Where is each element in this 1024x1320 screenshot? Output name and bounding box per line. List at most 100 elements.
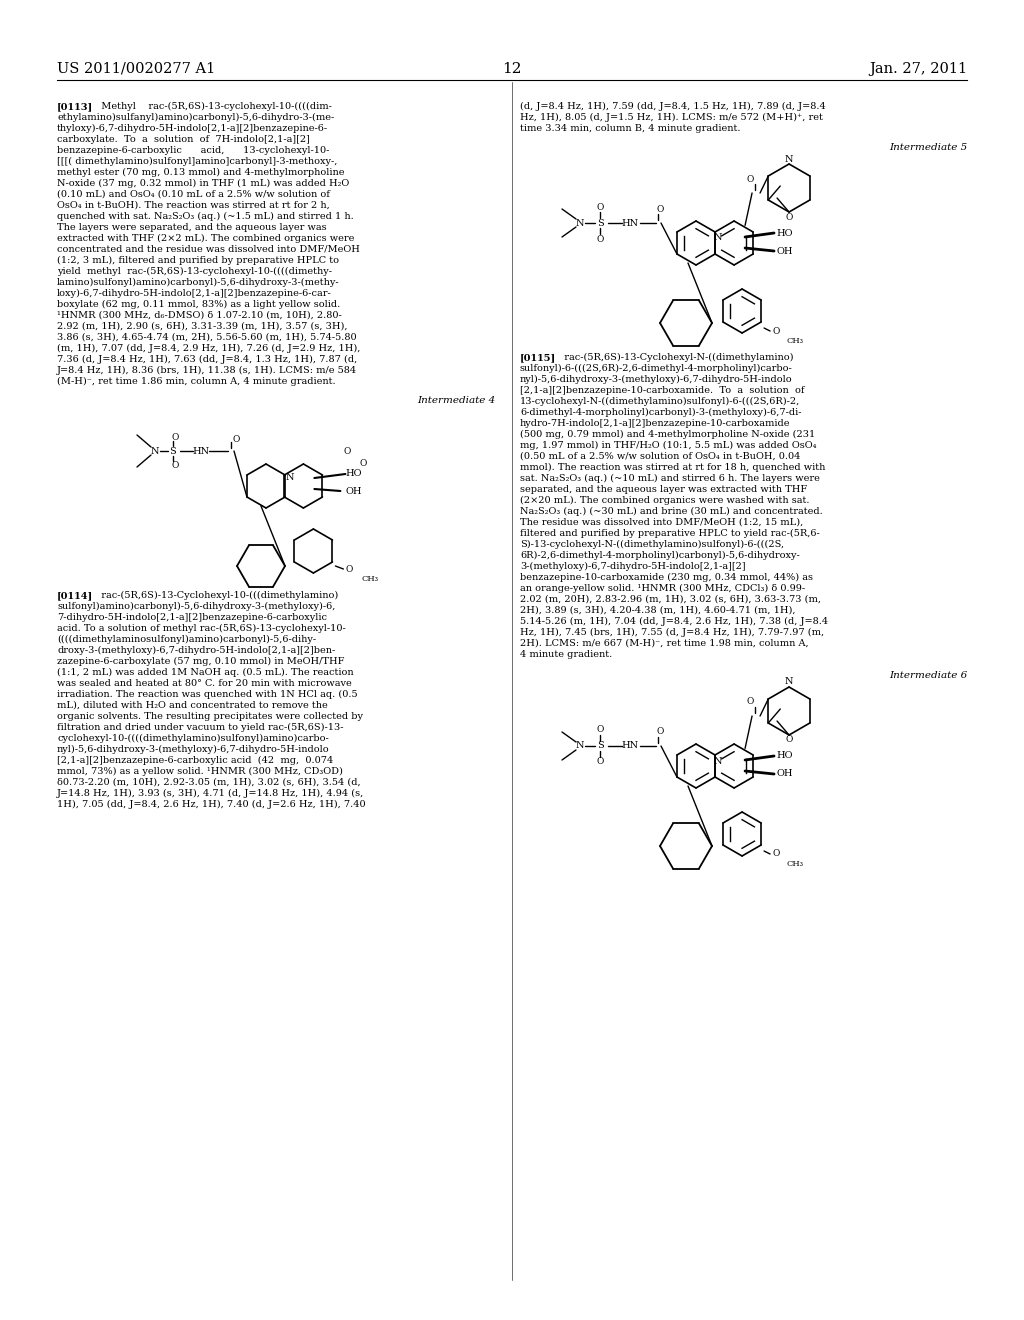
Text: N-oxide (37 mg, 0.32 mmol) in THF (1 mL) was added H₂O: N-oxide (37 mg, 0.32 mmol) in THF (1 mL)…	[57, 180, 349, 189]
Text: O: O	[344, 447, 351, 457]
Text: δ0.73-2.20 (m, 10H), 2.92-3.05 (m, 1H), 3.02 (s, 6H), 3.54 (d,: δ0.73-2.20 (m, 10H), 2.92-3.05 (m, 1H), …	[57, 777, 360, 787]
Text: OsO₄ in t-BuOH). The reaction was stirred at rt for 2 h,: OsO₄ in t-BuOH). The reaction was stirre…	[57, 201, 330, 210]
Text: carboxylate.  To  a  solution  of  7H-indolo[2,1-a][2]: carboxylate. To a solution of 7H-indolo[…	[57, 135, 310, 144]
Text: Intermediate 4: Intermediate 4	[417, 396, 495, 405]
Text: HO: HO	[776, 228, 793, 238]
Text: HO: HO	[776, 751, 793, 760]
Text: O: O	[785, 735, 793, 744]
Text: concentrated and the residue was dissolved into DMF/MeOH: concentrated and the residue was dissolv…	[57, 246, 359, 253]
Text: sat. Na₂S₂O₃ (aq.) (~10 mL) and stirred 6 h. The layers were: sat. Na₂S₂O₃ (aq.) (~10 mL) and stirred …	[520, 474, 820, 483]
Text: The layers were separated, and the aqueous layer was: The layers were separated, and the aqueo…	[57, 223, 327, 232]
Text: O: O	[346, 565, 353, 573]
Text: filtration and dried under vacuum to yield rac-(5R,6S)-13-: filtration and dried under vacuum to yie…	[57, 723, 343, 733]
Text: 1H), 7.05 (dd, J=8.4, 2.6 Hz, 1H), 7.40 (d, J=2.6 Hz, 1H), 7.40: 1H), 7.05 (dd, J=8.4, 2.6 Hz, 1H), 7.40 …	[57, 800, 366, 809]
Text: N: N	[714, 234, 722, 243]
Text: (d, J=8.4 Hz, 1H), 7.59 (dd, J=8.4, 1.5 Hz, 1H), 7.89 (d, J=8.4: (d, J=8.4 Hz, 1H), 7.59 (dd, J=8.4, 1.5 …	[520, 102, 825, 111]
Text: O: O	[596, 202, 604, 211]
Text: 2.02 (m, 20H), 2.83-2.96 (m, 1H), 3.02 (s, 6H), 3.63-3.73 (m,: 2.02 (m, 20H), 2.83-2.96 (m, 1H), 3.02 (…	[520, 595, 821, 605]
Text: 6-dimethyl-4-morpholinyl)carbonyl)-3-(methyloxy)-6,7-di-: 6-dimethyl-4-morpholinyl)carbonyl)-3-(me…	[520, 408, 802, 417]
Text: Intermediate 6: Intermediate 6	[889, 671, 967, 680]
Text: 6R)-2,6-dimethyl-4-morpholinyl)carbonyl)-5,6-dihydroxy-: 6R)-2,6-dimethyl-4-morpholinyl)carbonyl)…	[520, 550, 800, 560]
Text: was sealed and heated at 80° C. for 20 min with microwave: was sealed and heated at 80° C. for 20 m…	[57, 678, 352, 688]
Text: O: O	[232, 434, 240, 444]
Text: benzazepine-6-carboxylic      acid,      13-cyclohexyl-10-: benzazepine-6-carboxylic acid, 13-cycloh…	[57, 147, 330, 154]
Text: 13-cyclohexyl-N-((dimethylamino)sulfonyl)-6-(((2S,6R)-2,: 13-cyclohexyl-N-((dimethylamino)sulfonyl…	[520, 397, 800, 407]
Text: HN: HN	[193, 446, 210, 455]
Text: cyclohexyl-10-((((dimethylamino)sulfonyl)amino)carbo-: cyclohexyl-10-((((dimethylamino)sulfonyl…	[57, 734, 329, 743]
Text: thyloxy)-6,7-dihydro-5H-indolo[2,1-a][2]benzazepine-6-: thyloxy)-6,7-dihydro-5H-indolo[2,1-a][2]…	[57, 124, 328, 133]
Text: 12: 12	[502, 62, 522, 77]
Text: O: O	[656, 205, 664, 214]
Text: (0.50 mL of a 2.5% w/w solution of OsO₄ in t-BuOH, 0.04: (0.50 mL of a 2.5% w/w solution of OsO₄ …	[520, 451, 801, 461]
Text: (1:1, 2 mL) was added 1M NaOH aq. (0.5 mL). The reaction: (1:1, 2 mL) was added 1M NaOH aq. (0.5 m…	[57, 668, 353, 677]
Text: 2H), 3.89 (s, 3H), 4.20-4.38 (m, 1H), 4.60-4.71 (m, 1H),: 2H), 3.89 (s, 3H), 4.20-4.38 (m, 1H), 4.…	[520, 606, 796, 615]
Text: extracted with THF (2×2 mL). The combined organics were: extracted with THF (2×2 mL). The combine…	[57, 234, 354, 243]
Text: yield  methyl  rac-(5R,6S)-13-cyclohexyl-10-((((dimethy-: yield methyl rac-(5R,6S)-13-cyclohexyl-1…	[57, 267, 332, 276]
Text: 7.36 (d, J=8.4 Hz, 1H), 7.63 (dd, J=8.4, 1.3 Hz, 1H), 7.87 (d,: 7.36 (d, J=8.4 Hz, 1H), 7.63 (dd, J=8.4,…	[57, 355, 357, 364]
Text: J=8.4 Hz, 1H), 8.36 (brs, 1H), 11.38 (s, 1H). LCMS: m/e 584: J=8.4 Hz, 1H), 8.36 (brs, 1H), 11.38 (s,…	[57, 366, 357, 375]
Text: 2.92 (m, 1H), 2.90 (s, 6H), 3.31-3.39 (m, 1H), 3.57 (s, 3H),: 2.92 (m, 1H), 2.90 (s, 6H), 3.31-3.39 (m…	[57, 322, 347, 331]
Text: [[[( dimethylamino)sulfonyl]amino]carbonyl]-3-methoxy-,: [[[( dimethylamino)sulfonyl]amino]carbon…	[57, 157, 337, 166]
Text: [2,1-a][2]benzazepine-10-carboxamide.  To  a  solution  of: [2,1-a][2]benzazepine-10-carboxamide. To…	[520, 385, 805, 395]
Text: (1:2, 3 mL), filtered and purified by preparative HPLC to: (1:2, 3 mL), filtered and purified by pr…	[57, 256, 339, 265]
Text: 3-(methyloxy)-6,7-dihydro-5H-indolo[2,1-a][2]: 3-(methyloxy)-6,7-dihydro-5H-indolo[2,1-…	[520, 562, 745, 572]
Text: HN: HN	[622, 742, 639, 751]
Text: (m, 1H), 7.07 (dd, J=8.4, 2.9 Hz, 1H), 7.26 (d, J=2.9 Hz, 1H),: (m, 1H), 7.07 (dd, J=8.4, 2.9 Hz, 1H), 7…	[57, 345, 360, 354]
Text: [0113]: [0113]	[57, 102, 93, 111]
Text: Na₂S₂O₃ (aq.) (~30 mL) and brine (30 mL) and concentrated.: Na₂S₂O₃ (aq.) (~30 mL) and brine (30 mL)…	[520, 507, 822, 516]
Text: OH: OH	[345, 487, 361, 495]
Text: O: O	[772, 850, 779, 858]
Text: HN: HN	[622, 219, 639, 227]
Text: N: N	[575, 219, 585, 227]
Text: O: O	[656, 727, 664, 737]
Text: quenched with sat. Na₂S₂O₃ (aq.) (~1.5 mL) and stirred 1 h.: quenched with sat. Na₂S₂O₃ (aq.) (~1.5 m…	[57, 213, 353, 222]
Text: benzazepine-10-carboxamide (230 mg, 0.34 mmol, 44%) as: benzazepine-10-carboxamide (230 mg, 0.34…	[520, 573, 813, 582]
Text: mmol). The reaction was stirred at rt for 18 h, quenched with: mmol). The reaction was stirred at rt fo…	[520, 463, 825, 473]
Text: (2×20 mL). The combined organics were washed with sat.: (2×20 mL). The combined organics were wa…	[520, 496, 810, 506]
Text: hydro-7H-indolo[2,1-a][2]benzazepine-10-carboxamide: hydro-7H-indolo[2,1-a][2]benzazepine-10-…	[520, 418, 791, 428]
Text: CH₃: CH₃	[786, 337, 803, 345]
Text: O: O	[772, 326, 779, 335]
Text: rac-(5R,6S)-13-Cyclohexyl-N-((dimethylamino): rac-(5R,6S)-13-Cyclohexyl-N-((dimethylam…	[558, 352, 794, 362]
Text: O: O	[171, 461, 178, 470]
Text: [2,1-a][2]benzazepine-6-carboxylic acid  (42  mg,  0.074: [2,1-a][2]benzazepine-6-carboxylic acid …	[57, 756, 333, 766]
Text: [0115]: [0115]	[520, 352, 556, 362]
Text: O: O	[746, 174, 754, 183]
Text: loxy)-6,7-dihydro-5H-indolo[2,1-a][2]benzazepine-6-car-: loxy)-6,7-dihydro-5H-indolo[2,1-a][2]ben…	[57, 289, 332, 298]
Text: O: O	[596, 758, 604, 767]
Text: mL), diluted with H₂O and concentrated to remove the: mL), diluted with H₂O and concentrated t…	[57, 701, 328, 710]
Text: 2H). LCMS: m/e 667 (M-H)⁻, ret time 1.98 min, column A,: 2H). LCMS: m/e 667 (M-H)⁻, ret time 1.98…	[520, 639, 809, 648]
Text: rac-(5R,6S)-13-Cyclohexyl-10-(((dimethylamino): rac-(5R,6S)-13-Cyclohexyl-10-(((dimethyl…	[95, 591, 338, 601]
Text: ((((dimethylaminosulfonyl)amino)carbonyl)-5,6-dihy-: ((((dimethylaminosulfonyl)amino)carbonyl…	[57, 635, 316, 644]
Text: mg, 1.97 mmol) in THF/H₂O (10:1, 5.5 mL) was added OsO₄: mg, 1.97 mmol) in THF/H₂O (10:1, 5.5 mL)…	[520, 441, 816, 450]
Text: separated, and the aqueous layer was extracted with THF: separated, and the aqueous layer was ext…	[520, 484, 807, 494]
Text: (0.10 mL) and OsO₄ (0.10 mL of a 2.5% w/w solution of: (0.10 mL) and OsO₄ (0.10 mL of a 2.5% w/…	[57, 190, 330, 199]
Text: mmol, 73%) as a yellow solid. ¹HNMR (300 MHz, CD₃OD): mmol, 73%) as a yellow solid. ¹HNMR (300…	[57, 767, 343, 776]
Text: CH₃: CH₃	[361, 576, 379, 583]
Text: nyl)-5,6-dihydroxy-3-(methyloxy)-6,7-dihydro-5H-indolo: nyl)-5,6-dihydroxy-3-(methyloxy)-6,7-dih…	[520, 375, 793, 384]
Text: organic solvents. The resulting precipitates were collected by: organic solvents. The resulting precipit…	[57, 711, 362, 721]
Text: N: N	[286, 474, 294, 483]
Text: lamino)sulfonyl)amino)carbonyl)-5,6-dihydroxy-3-(methy-: lamino)sulfonyl)amino)carbonyl)-5,6-dihy…	[57, 279, 340, 288]
Text: Hz, 1H), 8.05 (d, J=1.5 Hz, 1H). LCMS: m/e 572 (M+H)⁺, ret: Hz, 1H), 8.05 (d, J=1.5 Hz, 1H). LCMS: m…	[520, 114, 823, 123]
Text: S: S	[597, 219, 603, 227]
Text: boxylate (62 mg, 0.11 mmol, 83%) as a light yellow solid.: boxylate (62 mg, 0.11 mmol, 83%) as a li…	[57, 300, 340, 309]
Text: (500 mg, 0.79 mmol) and 4-methylmorpholine N-oxide (231: (500 mg, 0.79 mmol) and 4-methylmorpholi…	[520, 430, 815, 440]
Text: N: N	[714, 756, 722, 766]
Text: The residue was dissolved into DMF/MeOH (1:2, 15 mL),: The residue was dissolved into DMF/MeOH …	[520, 517, 803, 527]
Text: Hz, 1H), 7.45 (brs, 1H), 7.55 (d, J=8.4 Hz, 1H), 7.79-7.97 (m,: Hz, 1H), 7.45 (brs, 1H), 7.55 (d, J=8.4 …	[520, 628, 824, 638]
Text: irradiation. The reaction was quenched with 1N HCl aq. (0.5: irradiation. The reaction was quenched w…	[57, 690, 357, 700]
Text: sulfonyl)amino)carbonyl)-5,6-dihydroxy-3-(methyloxy)-6,: sulfonyl)amino)carbonyl)-5,6-dihydroxy-3…	[57, 602, 336, 611]
Text: acid. To a solution of methyl rac-(5R,6S)-13-cyclohexyl-10-: acid. To a solution of methyl rac-(5R,6S…	[57, 624, 346, 634]
Text: methyl ester (70 mg, 0.13 mmol) and 4-methylmorpholine: methyl ester (70 mg, 0.13 mmol) and 4-me…	[57, 168, 344, 177]
Text: S)-13-cyclohexyl-N-((dimethylamino)sulfonyl)-6-(((2S,: S)-13-cyclohexyl-N-((dimethylamino)sulfo…	[520, 540, 784, 549]
Text: 4 minute gradient.: 4 minute gradient.	[520, 649, 612, 659]
Text: [0114]: [0114]	[57, 591, 93, 601]
Text: J=14.8 Hz, 1H), 3.93 (s, 3H), 4.71 (d, J=14.8 Hz, 1H), 4.94 (s,: J=14.8 Hz, 1H), 3.93 (s, 3H), 4.71 (d, J…	[57, 789, 365, 799]
Text: CH₃: CH₃	[786, 861, 803, 869]
Text: 5.14-5.26 (m, 1H), 7.04 (dd, J=8.4, 2.6 Hz, 1H), 7.38 (d, J=8.4: 5.14-5.26 (m, 1H), 7.04 (dd, J=8.4, 2.6 …	[520, 616, 828, 626]
Text: N: N	[784, 677, 794, 686]
Text: sulfonyl)-6-(((2S,6R)-2,6-dimethyl-4-morpholinyl)carbo-: sulfonyl)-6-(((2S,6R)-2,6-dimethyl-4-mor…	[520, 364, 793, 374]
Text: Intermediate 5: Intermediate 5	[889, 143, 967, 152]
Text: filtered and purified by preparative HPLC to yield rac-(5R,6-: filtered and purified by preparative HPL…	[520, 529, 820, 539]
